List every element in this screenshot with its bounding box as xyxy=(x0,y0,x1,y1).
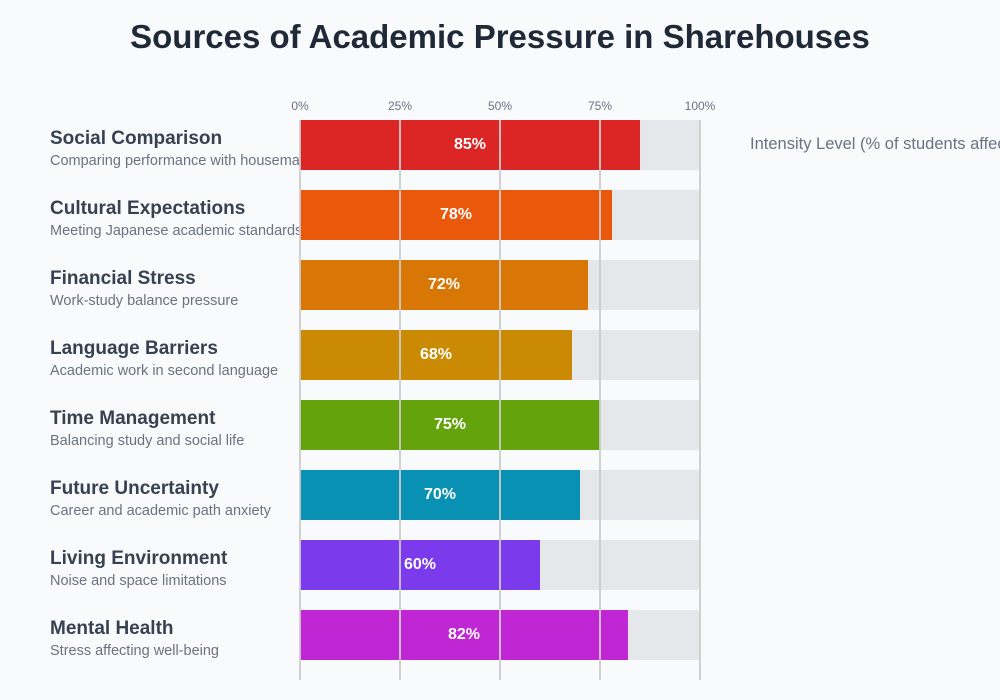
value-label: 70% xyxy=(423,486,457,503)
category-label: Living Environment Noise and space limita… xyxy=(50,548,310,591)
bar xyxy=(300,610,628,660)
gridline xyxy=(399,120,401,680)
value-label: 82% xyxy=(447,626,481,643)
value-label: 85% xyxy=(453,136,487,153)
value-label: 60% xyxy=(403,556,437,573)
gridline xyxy=(699,120,701,680)
category-label: Social Comparison Comparing performance w… xyxy=(50,128,320,171)
x-tick-label: 75% xyxy=(587,99,613,113)
bar xyxy=(300,330,572,380)
value-label: 68% xyxy=(419,346,453,363)
chart-subtitle: Intensity Level (% of students affected) xyxy=(750,135,1000,153)
category-description: Academic work in second language xyxy=(50,363,279,379)
bar xyxy=(300,400,600,450)
category-label: Language Barriers Academic work in second… xyxy=(50,338,310,381)
category-description: Balancing study and social life xyxy=(50,433,245,449)
value-label: 78% xyxy=(439,206,473,223)
bar xyxy=(300,470,580,520)
x-tick-label: 50% xyxy=(487,99,513,113)
x-tick-label: 100% xyxy=(684,99,716,113)
category-name: Social Comparison xyxy=(50,128,223,149)
category-label: Financial Stress Work-study balance press… xyxy=(50,268,310,311)
category-description: Comparing performance with housemates xyxy=(50,153,320,169)
bar xyxy=(300,190,612,240)
bar xyxy=(300,260,588,310)
category-name: Language Barriers xyxy=(50,338,218,359)
category-description: Stress affecting well-being xyxy=(50,643,219,659)
value-label: 72% xyxy=(427,276,461,293)
category-label: Mental Health Stress affecting well-being xyxy=(50,618,310,661)
value-label: 75% xyxy=(433,416,467,433)
category-name: Cultural Expectations xyxy=(50,198,246,219)
category-description: Meeting Japanese academic standards xyxy=(50,223,303,239)
x-tick-label: 0% xyxy=(291,99,309,113)
category-name: Financial Stress xyxy=(50,268,196,289)
category-description: Noise and space limitations xyxy=(50,573,227,589)
category-name: Living Environment xyxy=(50,548,228,569)
category-name: Mental Health xyxy=(50,618,174,639)
category-name: Time Management xyxy=(50,408,216,429)
category-label: Cultural Expectations Meeting Japanese ac… xyxy=(50,198,310,241)
category-label: Time Management Balancing study and socia… xyxy=(50,408,310,451)
category-description: Career and academic path anxiety xyxy=(50,503,271,519)
category-name: Future Uncertainty xyxy=(50,478,219,499)
gridline xyxy=(299,120,301,680)
x-tick-label: 25% xyxy=(387,99,413,113)
gridline xyxy=(499,120,501,680)
category-label: Future Uncertainty Career and academic pa… xyxy=(50,478,310,521)
gridline xyxy=(599,120,601,680)
chart-title: Sources of Academic Pressure in Sharehou… xyxy=(130,18,870,55)
bar xyxy=(300,120,640,170)
category-description: Work-study balance pressure xyxy=(50,293,239,309)
